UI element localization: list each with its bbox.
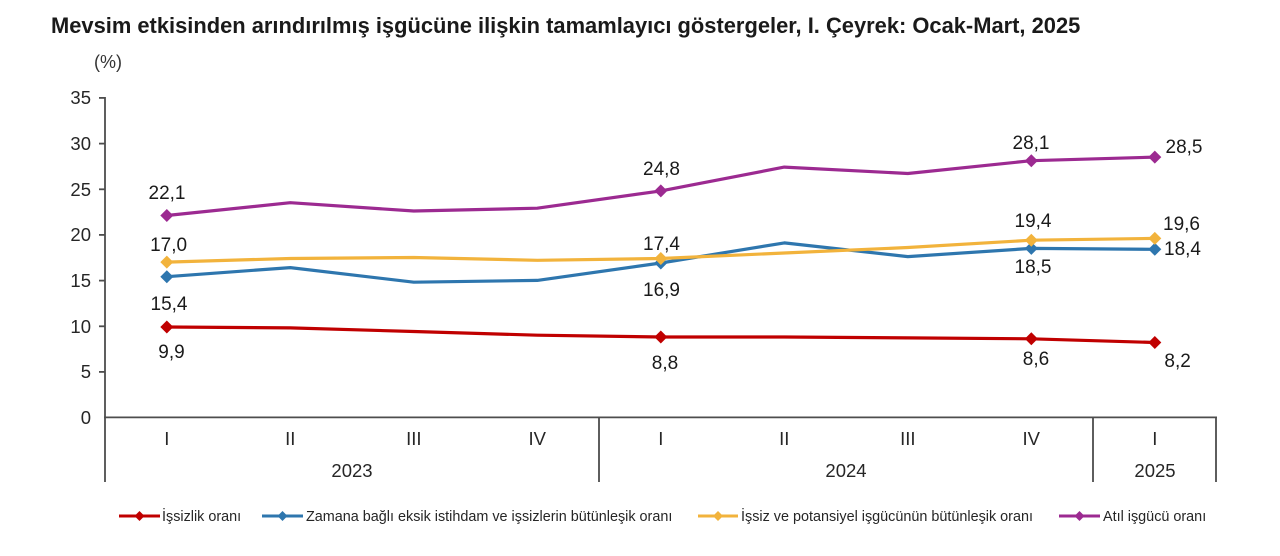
svg-text:16,9: 16,9 (643, 280, 680, 301)
svg-text:20: 20 (70, 224, 91, 245)
svg-text:III: III (406, 428, 421, 449)
svg-text:17,4: 17,4 (643, 234, 680, 255)
svg-text:15: 15 (70, 270, 91, 291)
svg-text:2025: 2025 (1134, 460, 1175, 481)
svg-text:Zamana bağlı eksik istihdam ve: Zamana bağlı eksik istihdam ve işsizleri… (306, 509, 672, 525)
svg-text:Atıl işgücü oranı: Atıl işgücü oranı (1103, 509, 1206, 525)
svg-text:9,9: 9,9 (158, 342, 184, 363)
svg-text:İşsiz ve potansiyel işgücünün: İşsiz ve potansiyel işgücünün bütünleşik… (741, 507, 1033, 525)
svg-text:I: I (658, 428, 663, 449)
svg-text:28,1: 28,1 (1013, 133, 1050, 154)
svg-text:22,1: 22,1 (149, 183, 186, 204)
svg-text:18,5: 18,5 (1015, 257, 1052, 278)
svg-text:5: 5 (81, 361, 91, 382)
svg-text:18,4: 18,4 (1164, 239, 1201, 260)
svg-text:2023: 2023 (331, 460, 372, 481)
svg-text:10: 10 (70, 316, 91, 337)
svg-text:(%): (%) (94, 52, 122, 72)
svg-text:İşsizlik oranı: İşsizlik oranı (162, 507, 241, 525)
svg-text:28,5: 28,5 (1166, 137, 1203, 158)
svg-text:19,6: 19,6 (1163, 214, 1200, 235)
svg-text:IV: IV (1023, 428, 1041, 449)
svg-text:IV: IV (529, 428, 547, 449)
svg-text:24,8: 24,8 (643, 159, 680, 180)
svg-text:II: II (285, 428, 295, 449)
svg-text:19,4: 19,4 (1015, 211, 1052, 232)
svg-text:Mevsim etkisinden arındırılmış: Mevsim etkisinden arındırılmış işgücüne … (51, 13, 1080, 38)
svg-text:I: I (1152, 428, 1157, 449)
svg-text:15,4: 15,4 (151, 294, 188, 315)
svg-text:8,8: 8,8 (652, 353, 678, 374)
svg-text:17,0: 17,0 (150, 235, 187, 256)
svg-text:35: 35 (70, 87, 91, 108)
svg-text:0: 0 (81, 407, 91, 428)
svg-text:8,6: 8,6 (1023, 349, 1049, 370)
svg-text:25: 25 (70, 179, 91, 200)
svg-text:III: III (900, 428, 915, 449)
svg-text:30: 30 (70, 133, 91, 154)
svg-text:II: II (779, 428, 789, 449)
svg-text:2024: 2024 (825, 460, 866, 481)
svg-text:I: I (164, 428, 169, 449)
svg-text:8,2: 8,2 (1164, 351, 1190, 372)
